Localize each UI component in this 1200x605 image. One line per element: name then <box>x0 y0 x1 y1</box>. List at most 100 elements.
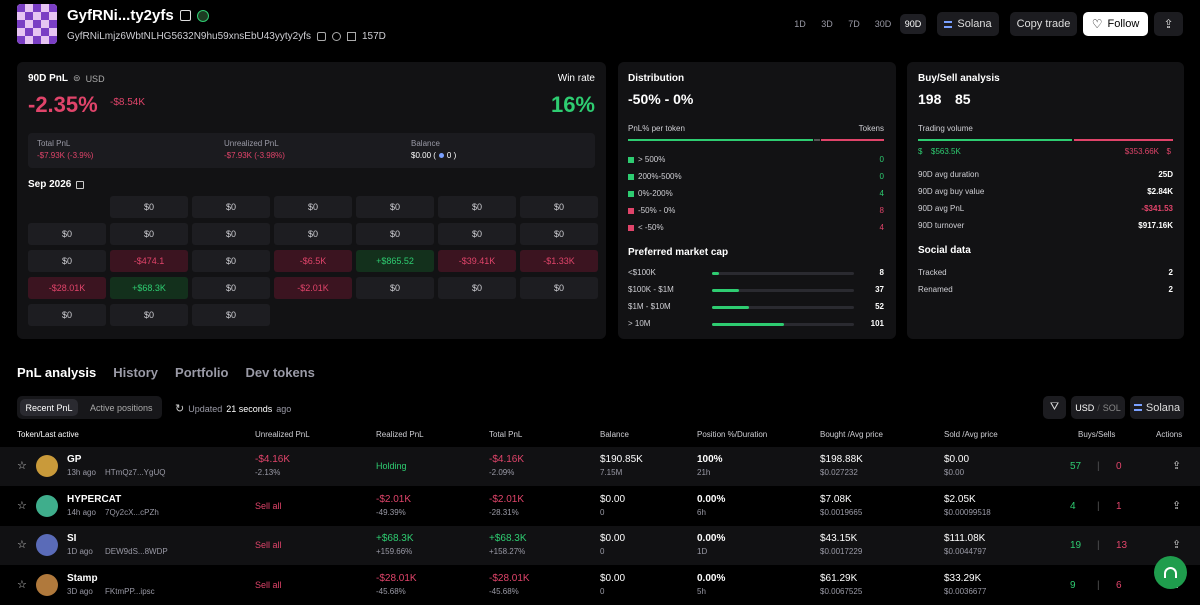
unrealized-pnl[interactable]: Sell all <box>255 540 282 550</box>
buysell-stat-value: $917.16K <box>1138 221 1173 230</box>
pnl-currency: USD <box>85 73 105 84</box>
calendar-day-cell[interactable]: $0 <box>110 196 188 218</box>
toggle-sol[interactable]: SOL <box>1102 402 1121 413</box>
calendar-day-cell[interactable]: $0 <box>520 277 598 299</box>
toggle-usd[interactable]: USD <box>1075 402 1095 413</box>
period-90d[interactable]: 90D <box>900 14 926 34</box>
period-30d[interactable]: 30D <box>874 19 892 29</box>
column-header-buys-sells[interactable]: Buys/Sells <box>1078 430 1116 439</box>
calendar-day-cell[interactable]: $0 <box>356 277 434 299</box>
calendar-day-cell[interactable]: -$39.41K <box>438 250 516 272</box>
total-pnl: -$4.16K <box>489 454 525 465</box>
follow-label: Follow <box>1107 18 1140 30</box>
column-header-total-pnl[interactable]: Total PnL <box>489 430 523 439</box>
calendar-day-cell[interactable]: -$28.01K <box>28 277 106 299</box>
wallet-name: GyfRNi...ty2yfs <box>67 7 174 24</box>
support-button[interactable] <box>1154 556 1187 589</box>
column-header-token[interactable]: Token/Last active <box>17 430 79 439</box>
calendar-day-cell[interactable]: $0 <box>110 304 188 326</box>
edit-icon[interactable] <box>179 10 191 21</box>
column-header-sold[interactable]: Sold /Avg price <box>944 430 998 439</box>
star-icon[interactable]: ☆ <box>17 578 27 591</box>
table-row[interactable]: ☆ GP 13h ago HTmQz7...YgUQ -$4.16K -2.13% Hold… <box>0 447 1200 486</box>
calendar-day-cell[interactable]: $0 <box>192 277 270 299</box>
table-chain-selector[interactable]: Solana <box>1130 396 1184 419</box>
follow-button[interactable]: ♡ Follow <box>1083 12 1148 36</box>
calendar-day-cell[interactable]: $0 <box>438 277 516 299</box>
calendar-day-cell[interactable]: $0 <box>28 304 106 326</box>
tab-history[interactable]: History <box>113 365 159 380</box>
table-row[interactable]: ☆ Stamp 3D ago FKtmPP...ipsc Sell all -$28.01… <box>0 565 1200 605</box>
position-percent: 0.00% <box>697 572 726 584</box>
buys-count: 57 <box>1070 461 1082 472</box>
star-icon[interactable]: ☆ <box>17 499 27 512</box>
currency-toggle[interactable]: USD / SOL <box>1071 396 1125 419</box>
search-icon[interactable] <box>332 32 341 41</box>
distribution-col-tokens: Tokens <box>858 124 884 133</box>
distribution-color-icon <box>628 208 634 214</box>
calendar-day-cell[interactable]: $0 <box>192 250 270 272</box>
external-link-icon[interactable] <box>347 32 356 41</box>
calendar-day-cell[interactable]: $0 <box>438 196 516 218</box>
calendar-day-cell[interactable]: -$474.1 <box>110 250 188 272</box>
share-icon[interactable]: ⇪ <box>1172 499 1182 512</box>
star-icon[interactable]: ☆ <box>17 539 27 551</box>
share-icon[interactable]: ⇪ <box>1172 460 1182 472</box>
calendar-day-cell[interactable]: -$2.01K <box>274 277 352 299</box>
period-3d[interactable]: 3D <box>821 19 833 29</box>
column-header-position[interactable]: Position %/Duration <box>697 430 768 439</box>
table-row[interactable]: ☆ HYPERCAT 14h ago 7Qy2cX...cPZh Sell all -$2… <box>0 486 1200 526</box>
calendar-icon[interactable] <box>76 180 85 189</box>
tab-portfolio[interactable]: Portfolio <box>175 365 229 380</box>
share-button[interactable]: ⇪ <box>1154 12 1183 36</box>
calendar-day-cell[interactable]: $0 <box>274 196 352 218</box>
refresh-icon[interactable]: ↻ <box>175 403 185 415</box>
period-7d[interactable]: 7D <box>848 19 860 29</box>
calendar-day-cell[interactable]: $0 <box>110 223 188 245</box>
pnl-card: 90D PnL ⊜ USD -2.35% -$8.54K Win rate 16… <box>17 62 606 339</box>
calendar-day-cell[interactable]: $0 <box>520 196 598 218</box>
calendar-day-cell[interactable]: $0 <box>356 196 434 218</box>
tab-dev-tokens[interactable]: Dev tokens <box>245 365 315 380</box>
calendar-day-cell[interactable]: -$6.5K <box>274 250 352 272</box>
distribution-row-label: 200%-500% <box>638 172 682 181</box>
unrealized-pnl[interactable]: Sell all <box>255 500 282 511</box>
balance-value: $0.00 ( 0 ) <box>411 151 456 160</box>
column-header-balance[interactable]: Balance <box>600 430 629 439</box>
bought-avg-price: $0.0067525 <box>820 586 863 596</box>
table-row[interactable]: ☆ SI 1D ago DEW9dS...8WDP Sell all +$68.3K +15… <box>0 526 1200 565</box>
copy-trade-button[interactable]: Copy trade <box>1010 12 1077 36</box>
token-address: HTmQz7...YgUQ <box>105 468 166 477</box>
column-header-bought[interactable]: Bought /Avg price <box>820 430 884 439</box>
calendar-day-cell[interactable]: +$68.3K <box>110 277 188 299</box>
subtab-recent-pnl[interactable]: Recent PnL <box>20 399 78 416</box>
tab-pnl-analysis[interactable]: PnL analysis <box>17 365 97 380</box>
chain-selector[interactable]: Solana <box>937 12 999 36</box>
column-header-unrealized-pnl[interactable]: Unrealized PnL <box>255 430 310 439</box>
calendar-day-cell[interactable]: -$1.33K <box>520 250 598 272</box>
unrealized-pnl[interactable]: Sell all <box>255 579 282 590</box>
calendar-day-cell[interactable]: $0 <box>192 304 270 326</box>
calendar-day-cell[interactable]: $0 <box>438 223 516 245</box>
calendar-day-cell[interactable]: +$865.52 <box>356 250 434 272</box>
column-header-actions[interactable]: Actions <box>1156 430 1183 439</box>
column-header-realized-pnl[interactable]: Realized PnL <box>376 430 424 439</box>
calendar-day-cell[interactable]: $0 <box>192 196 270 218</box>
star-icon[interactable]: ☆ <box>17 460 27 472</box>
calendar-day-cell[interactable]: $0 <box>356 223 434 245</box>
sold-value: $33.29K <box>944 572 982 584</box>
copy-icon[interactable] <box>317 32 326 41</box>
calendar-day-cell[interactable]: $0 <box>520 223 598 245</box>
calendar-day-cell[interactable]: $0 <box>274 223 352 245</box>
buysell-stat-label: 90D avg PnL <box>918 204 965 213</box>
filter-button[interactable]: ⛛ <box>1043 396 1066 419</box>
calendar-day-cell[interactable]: $0 <box>28 223 106 245</box>
calendar-day-cell[interactable]: $0 <box>28 250 106 272</box>
period-1d[interactable]: 1D <box>794 19 806 29</box>
share-icon[interactable]: ⇪ <box>1172 539 1182 551</box>
calendar-month: Sep 2026 <box>28 179 72 190</box>
calendar-day-cell[interactable]: $0 <box>192 223 270 245</box>
win-rate-label: Win rate <box>557 73 595 84</box>
subtab-active-positions[interactable]: Active positions <box>90 403 153 413</box>
social-value: 2 <box>1168 268 1173 277</box>
